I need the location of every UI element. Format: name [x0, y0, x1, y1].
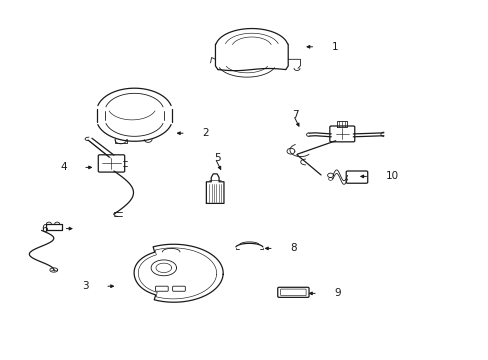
Text: 9: 9 — [333, 288, 340, 298]
Text: 5: 5 — [213, 153, 220, 163]
Text: 6: 6 — [41, 224, 47, 234]
Text: 4: 4 — [60, 162, 67, 172]
Text: 1: 1 — [331, 42, 338, 52]
Text: 3: 3 — [82, 281, 89, 291]
Text: 8: 8 — [289, 243, 296, 253]
Text: 2: 2 — [202, 128, 208, 138]
Text: 7: 7 — [291, 110, 298, 120]
Text: 10: 10 — [385, 171, 398, 181]
